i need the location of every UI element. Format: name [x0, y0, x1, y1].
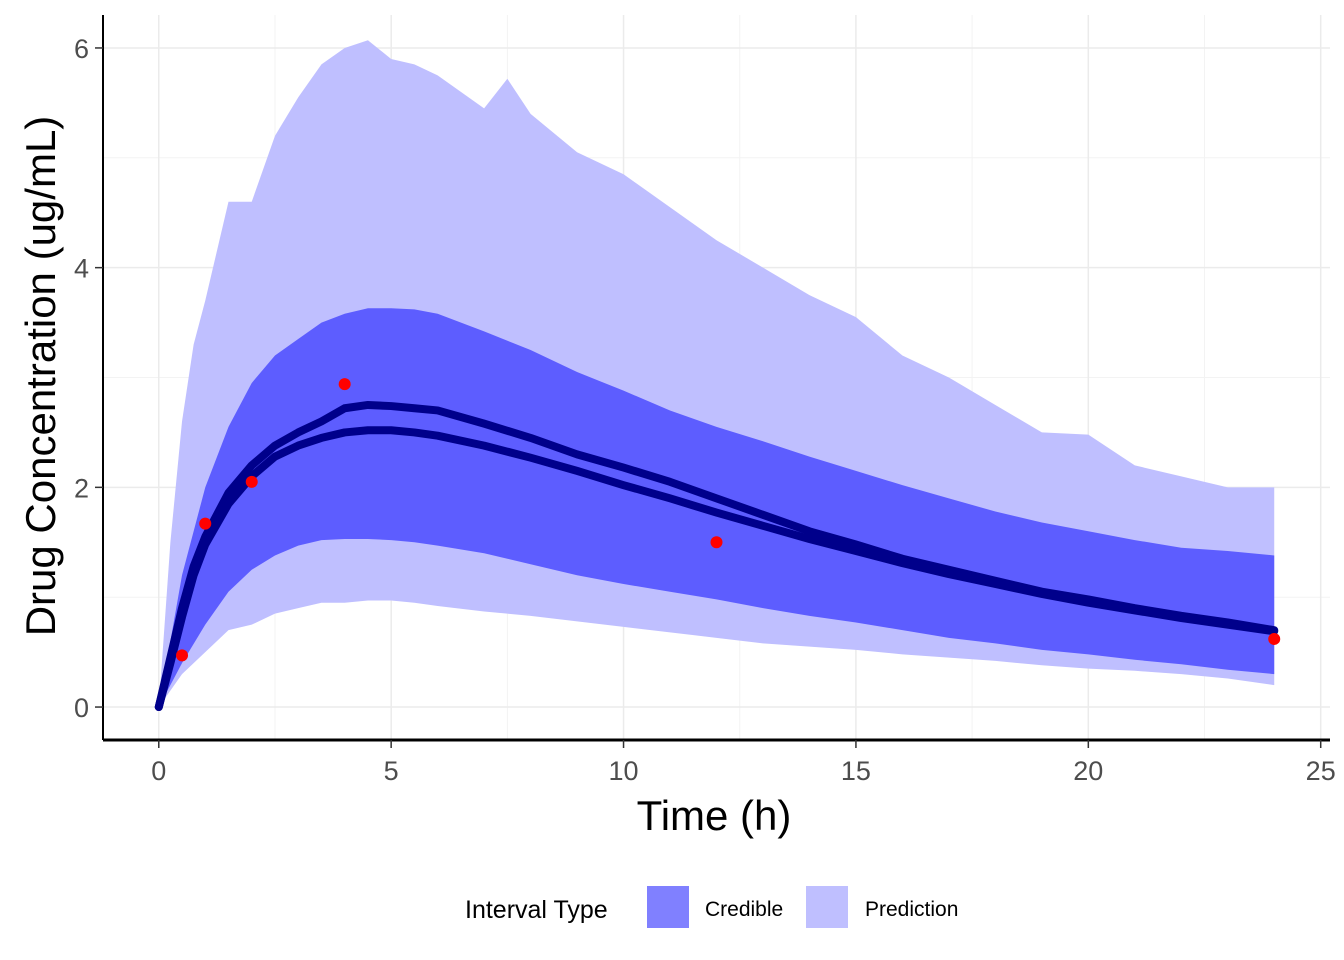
x-tick-label: 0 [151, 756, 166, 786]
y-tick-label: 4 [74, 254, 89, 284]
legend-swatch-prediction [806, 886, 848, 928]
x-tick-label: 5 [384, 756, 399, 786]
observed-points [176, 378, 1281, 662]
x-tick-label: 20 [1073, 756, 1103, 786]
observed-point [1268, 632, 1281, 645]
x-axis-title: Time (h) [637, 792, 792, 839]
y-tick-label: 6 [74, 34, 89, 64]
y-axis-title: Drug Concentration (ug/mL) [17, 116, 64, 637]
median-lines [154, 400, 1279, 712]
observed-point [338, 378, 351, 391]
x-tick-label: 10 [609, 756, 639, 786]
y-tick-label: 2 [74, 473, 89, 503]
legend-title: Interval Type [465, 896, 608, 924]
legend-label-prediction: Prediction [865, 898, 958, 921]
y-tick-label: 0 [74, 693, 89, 723]
observed-point [245, 475, 258, 488]
x-tick-label: 15 [841, 756, 871, 786]
observed-point [710, 536, 723, 549]
x-tick-label: 25 [1306, 756, 1336, 786]
axes [102, 15, 1330, 742]
legend-label-credible: Credible [705, 898, 783, 921]
tick-labels: 0 5 10 15 20 25 0 2 4 6 [74, 34, 1336, 786]
median-line-2 [154, 426, 1279, 712]
legend: Interval Type Credible Prediction [465, 886, 958, 928]
observed-point [199, 517, 212, 530]
legend-swatch-credible [647, 886, 689, 928]
observed-point [176, 649, 189, 662]
